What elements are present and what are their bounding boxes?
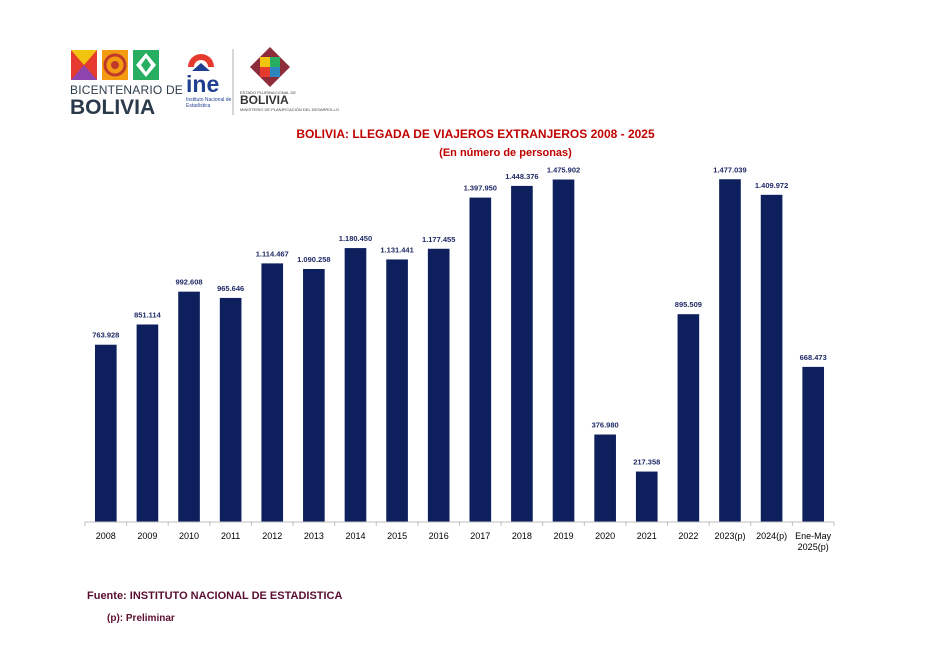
bar-14 [677,314,700,522]
value-label-11: 1.475.902 [547,166,580,175]
header-logos [71,47,290,115]
value-label-14: 895.509 [675,300,702,309]
bar-17 [802,366,825,522]
ine-logo-icon [188,54,214,71]
value-label-17: 668.473 [800,353,827,362]
value-label-13: 217.358 [633,458,660,467]
bicentenario-line1: BICENTENARIO DE [70,83,184,97]
x-tick-label-6: 2014 [345,531,365,541]
bars-layer [94,179,825,522]
bar-9 [469,197,492,522]
x-tick-label-1: 2009 [137,531,157,541]
x-tick-label-0: 2008 [96,531,116,541]
x-tick-label-14: 2022 [678,531,698,541]
value-label-15: 1.477.039 [713,165,746,174]
value-label-6: 1.180.450 [339,234,372,243]
x-tick-label-5: 2013 [304,531,324,541]
bar-8 [427,248,450,522]
bicentenario-line2: BOLIVIA [70,96,156,119]
bar-11 [552,179,575,522]
x-tick-label-13: 2021 [637,531,657,541]
ministry-word: BOLIVIA [240,93,289,107]
value-label-0: 763.928 [92,331,119,340]
value-label-2: 992.608 [175,278,202,287]
chart-subtitle: (En número de personas) [439,147,572,159]
value-label-9: 1.397.950 [464,184,497,193]
ministry-emblem-icon [250,47,290,87]
bar-10 [511,185,533,522]
bar-2 [178,291,200,522]
value-label-8: 1.177.455 [422,235,455,244]
bar-13 [635,471,658,522]
chart-title: BOLIVIA: LLEGADA DE VIAJEROS EXTRANJEROS… [296,127,655,141]
value-label-16: 1.409.972 [755,181,788,190]
bar-12 [594,434,616,522]
x-tick-label-12: 2020 [595,531,615,541]
bicentenario-logo: BICENTENARIO DE BOLIVIA [70,84,183,118]
ministry-line-top: ESTADO PLURINACIONAL DE [240,90,297,95]
x-tick-label-11: 2019 [554,531,574,541]
value-label-10: 1.448.376 [505,172,538,181]
bar-3 [219,297,242,522]
value-label-1: 851.114 [134,310,162,319]
bar-4 [261,263,284,522]
x-tick-label-3: 2011 [221,531,240,541]
ine-logo-word: ine [186,71,220,97]
x-tick-label-8: 2016 [429,531,449,541]
x-tick-label-16: 2024(p) [756,531,787,541]
ine-logo-subtitle: Instituto Nacional de Estadística [186,97,232,109]
bar-1 [136,324,159,522]
value-label-12: 376.980 [592,421,619,430]
bar-7 [386,259,408,522]
bar-5 [303,269,325,522]
bar-0 [94,344,117,522]
x-tick-label-10: 2018 [512,531,532,541]
bicentenario-emblem-icon [71,50,159,80]
x-tick-label-4: 2012 [262,531,282,541]
value-label-5: 1.090.258 [297,255,330,264]
x-tick-label-9: 2017 [470,531,490,541]
bar-6 [344,248,367,522]
x-tick-label-15: 2023(p) [714,531,745,541]
bar-15 [719,179,741,522]
value-label-3: 965.646 [217,284,244,293]
ministry-line-bottom: MINISTERIO DE PLANIFICACIÓN DEL DESARROL… [240,107,339,112]
labels-layer: 763.928 2008 851.114 2009 992.608 2010 965.646… [84,165,835,552]
value-label-4: 1.114.467 [256,249,289,258]
x-tick-label-2: 2010 [179,531,199,541]
source-note: Fuente: INSTITUTO NACIONAL DE ESTADISTIC… [87,590,343,602]
bar-16 [760,194,783,522]
x-tick-label-7: 2015 [387,531,407,541]
preliminary-note: (p): Preliminar [107,613,175,624]
x-tick-label-17: Ene-May 2025(p) [795,531,832,552]
value-label-7: 1.131.441 [380,245,413,254]
